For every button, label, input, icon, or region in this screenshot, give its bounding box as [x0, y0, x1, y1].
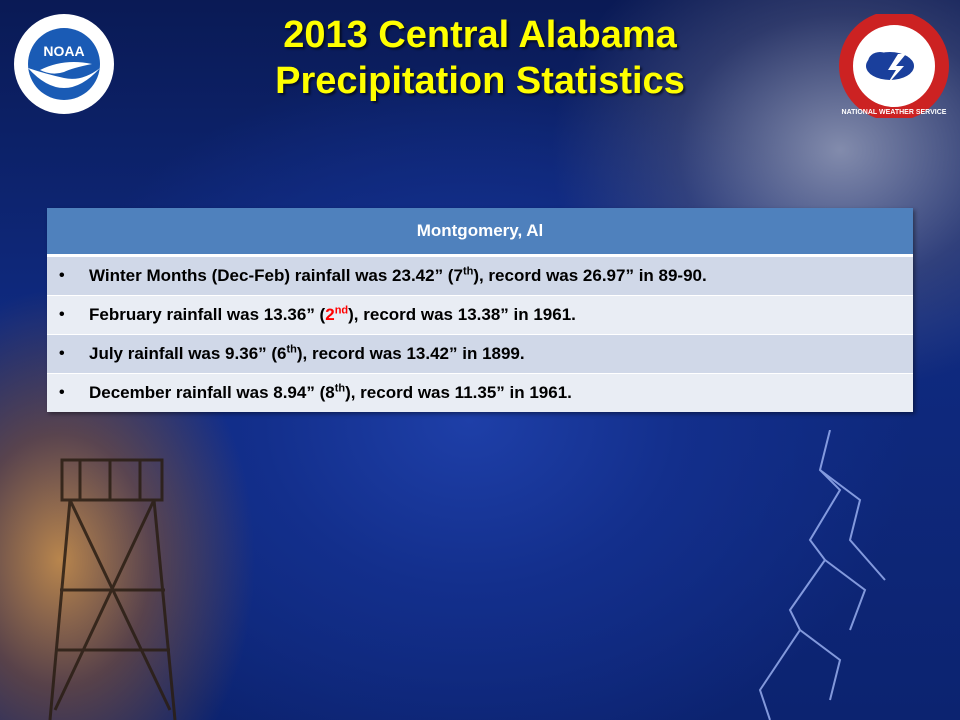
- lightning-illustration: [758, 430, 886, 720]
- bullet: •: [59, 306, 65, 323]
- bullet: •: [59, 345, 65, 362]
- nws-logo-text: NATIONAL WEATHER SERVICE: [842, 109, 947, 116]
- row-text: July rainfall was 9.36” (6th), record wa…: [89, 343, 525, 363]
- row-text: February rainfall was 13.36” (2nd), reco…: [89, 304, 576, 324]
- row-text: Winter Months (Dec-Feb) rainfall was 23.…: [89, 265, 707, 285]
- row-text: December rainfall was 8.94” (8th), recor…: [89, 382, 572, 402]
- bullet: •: [59, 384, 65, 401]
- page-title: 2013 Central Alabama Precipitation Stati…: [160, 12, 800, 104]
- table-row: • Winter Months (Dec-Feb) rainfall was 2…: [47, 255, 913, 296]
- noaa-logo: NOAA: [14, 14, 114, 114]
- nws-logo: NATIONAL WEATHER SERVICE: [839, 14, 949, 118]
- table-row: • December rainfall was 8.94” (8th), rec…: [47, 373, 913, 412]
- title-line-2: Precipitation Statistics: [275, 60, 685, 102]
- precipitation-table: Montgomery, Al • Winter Months (Dec-Feb)…: [47, 208, 913, 412]
- bullet: •: [59, 267, 65, 284]
- weather-tower-illustration: [48, 458, 177, 720]
- table-row: • February rainfall was 13.36” (2nd), re…: [47, 295, 913, 335]
- table-header-city: Montgomery, Al: [47, 208, 913, 257]
- table-row: • July rainfall was 9.36” (6th), record …: [47, 334, 913, 374]
- title-line-1: 2013 Central Alabama: [283, 14, 677, 56]
- noaa-logo-text: NOAA: [43, 43, 84, 59]
- rank-highlight: 2nd: [325, 304, 349, 324]
